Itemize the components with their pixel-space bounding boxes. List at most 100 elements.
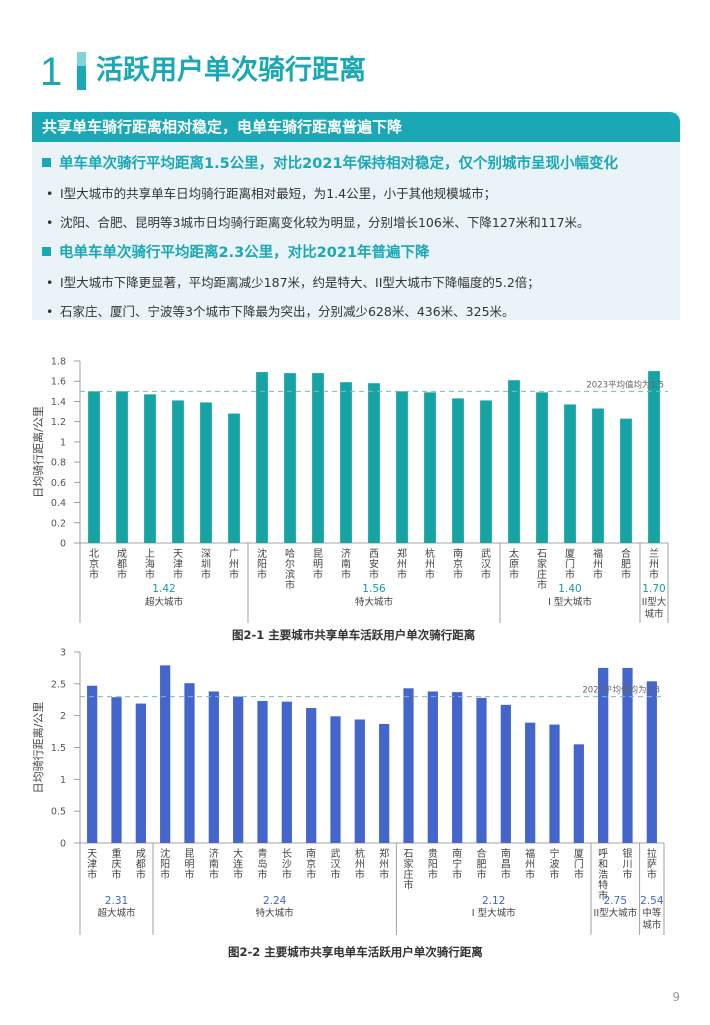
dot-bullet-icon: • [46, 186, 54, 201]
bar [172, 400, 184, 543]
bar [598, 667, 609, 843]
x-category-label: 宁波市 [550, 847, 560, 881]
section-accent-bar [77, 52, 86, 90]
group-name: 中等 [642, 907, 662, 919]
bar [111, 697, 122, 843]
summary-point-1: 单车单次骑行平均距离1.5公里，对比2021年保持相对稳定，仅个别城市呈现小幅变… [32, 152, 680, 173]
group-name: 城市 [642, 919, 662, 931]
bar [368, 383, 380, 543]
x-category-label: 呼和浩特市 [598, 848, 608, 902]
y-tick-label: 1.5 [51, 743, 66, 754]
group-average-value: 2.54 [640, 895, 664, 907]
bar [573, 744, 584, 843]
bar [135, 703, 146, 843]
group-name: I 型大城市 [472, 907, 516, 919]
average-reference-label: 2023平均值均为1.5 [586, 379, 664, 390]
bar [592, 408, 604, 543]
bar [452, 398, 464, 543]
summary-bullet-text: I型大城市的共享单车日均骑行距离相对最短，为1.4公里，小于其他规模城市； [60, 186, 497, 201]
x-category-label: 武汉市 [331, 847, 341, 881]
group-average-value: 1.40 [558, 583, 581, 595]
bar [427, 691, 438, 843]
x-category-label: 西安市 [369, 549, 379, 581]
summary-box: 共享单车骑行距离相对稳定，电单车骑行距离普遍下降 单车单次骑行平均距离1.5公里… [32, 112, 680, 320]
group-average-value: 2.31 [105, 895, 128, 907]
x-category-label: 南京市 [306, 847, 316, 881]
group-name: 超大城市 [145, 596, 184, 608]
bar [549, 724, 560, 843]
bar [281, 701, 292, 843]
bar [500, 704, 511, 843]
average-reference-label: 2023平均值均为2.3 [582, 685, 660, 696]
bar [330, 716, 341, 843]
bar [340, 382, 352, 543]
bar [452, 692, 463, 843]
x-category-label: 石家庄市 [537, 549, 547, 592]
bar [354, 719, 365, 843]
x-category-label: 济南市 [209, 847, 219, 881]
group-average-value: 1.56 [362, 583, 386, 595]
bar [564, 404, 576, 543]
bar [284, 373, 296, 543]
page-number: 9 [672, 990, 680, 1004]
summary-bullet-text: 沈阳、合肥、昆明等3城市日均骑行距离变化较为明显，分别增长106米、下降127米… [60, 215, 590, 230]
x-category-label: 哈尔滨市 [285, 547, 295, 592]
summary-bullet: • I型大城市下降更显著，平均距离减少187米，约是特大、II型大城市下降幅度的5… [32, 272, 680, 291]
x-category-label: 福州市 [525, 847, 535, 881]
x-category-label: 沈阳市 [257, 547, 267, 581]
bar [116, 391, 128, 543]
x-category-label: 合肥市 [621, 547, 631, 581]
dot-bullet-icon: • [46, 275, 54, 290]
bar [312, 373, 324, 543]
x-category-label: 昆明市 [313, 548, 323, 581]
x-category-label: 贵阳市 [428, 847, 438, 881]
bar [160, 665, 171, 843]
bar [396, 391, 408, 543]
group-average-value: 1.70 [642, 583, 665, 595]
group-average-value: 1.42 [152, 583, 175, 595]
summary-bullet: • I型大城市的共享单车日均骑行距离相对最短，为1.4公里，小于其他规模城市； [32, 183, 680, 202]
dot-bullet-icon: • [46, 215, 54, 230]
bar [480, 400, 492, 543]
square-bullet-icon [42, 247, 51, 256]
x-category-label: 拉萨市 [647, 847, 657, 881]
y-tick-label: 1 [60, 775, 66, 786]
bar [256, 372, 268, 543]
x-category-label: 福州市 [593, 547, 603, 581]
group-name: II型大城市 [594, 907, 638, 919]
bar [208, 691, 219, 843]
x-category-label: 昆明市 [185, 848, 195, 881]
x-category-label: 上海市 [145, 548, 155, 581]
group-name: II型大 [642, 596, 667, 608]
y-tick-label: 0.8 [51, 458, 66, 469]
y-tick-label: 0 [60, 839, 66, 850]
x-category-label: 青岛市 [258, 847, 268, 881]
x-category-label: 济南市 [341, 547, 351, 581]
summary-point-heading: 电单车单次骑行平均距离2.3公里，对比2021年普遍下降 [59, 245, 430, 261]
group-name: 城市 [644, 608, 664, 620]
y-axis-title: 日均骑行距离/公里 [31, 406, 45, 498]
x-category-label: 大连市 [233, 847, 243, 881]
chart2-caption: 图2-2 主要城市共享电单车活跃用户单次骑行距离 [228, 945, 483, 959]
x-category-label: 成都市 [117, 548, 127, 581]
y-tick-label: 0.6 [51, 478, 66, 489]
group-name: 特大城市 [256, 907, 295, 919]
bar [622, 667, 633, 843]
section-number: 1 [40, 50, 63, 94]
dot-bullet-icon: • [46, 304, 54, 319]
x-category-label: 天津市 [87, 849, 97, 881]
bar [525, 722, 536, 843]
x-category-label: 银川市 [623, 847, 633, 881]
section-title: 活跃用户单次骑行距离 [96, 55, 366, 86]
y-tick-label: 1.2 [51, 417, 66, 428]
x-category-label: 兰州市 [649, 547, 659, 581]
summary-bullet-text: I型大城市下降更显著，平均距离减少187米，约是特大、II型大城市下降幅度的5.… [60, 275, 540, 290]
y-axis-title: 日均骑行距离/公里 [31, 702, 45, 794]
bar [424, 392, 436, 543]
x-category-label: 南昌市 [501, 847, 511, 881]
x-category-label: 郑州市 [379, 847, 389, 881]
bar [200, 402, 212, 543]
summary-header: 共享单车骑行距离相对稳定，电单车骑行距离普遍下降 [32, 112, 680, 142]
bar [233, 696, 244, 843]
bar [88, 391, 100, 543]
